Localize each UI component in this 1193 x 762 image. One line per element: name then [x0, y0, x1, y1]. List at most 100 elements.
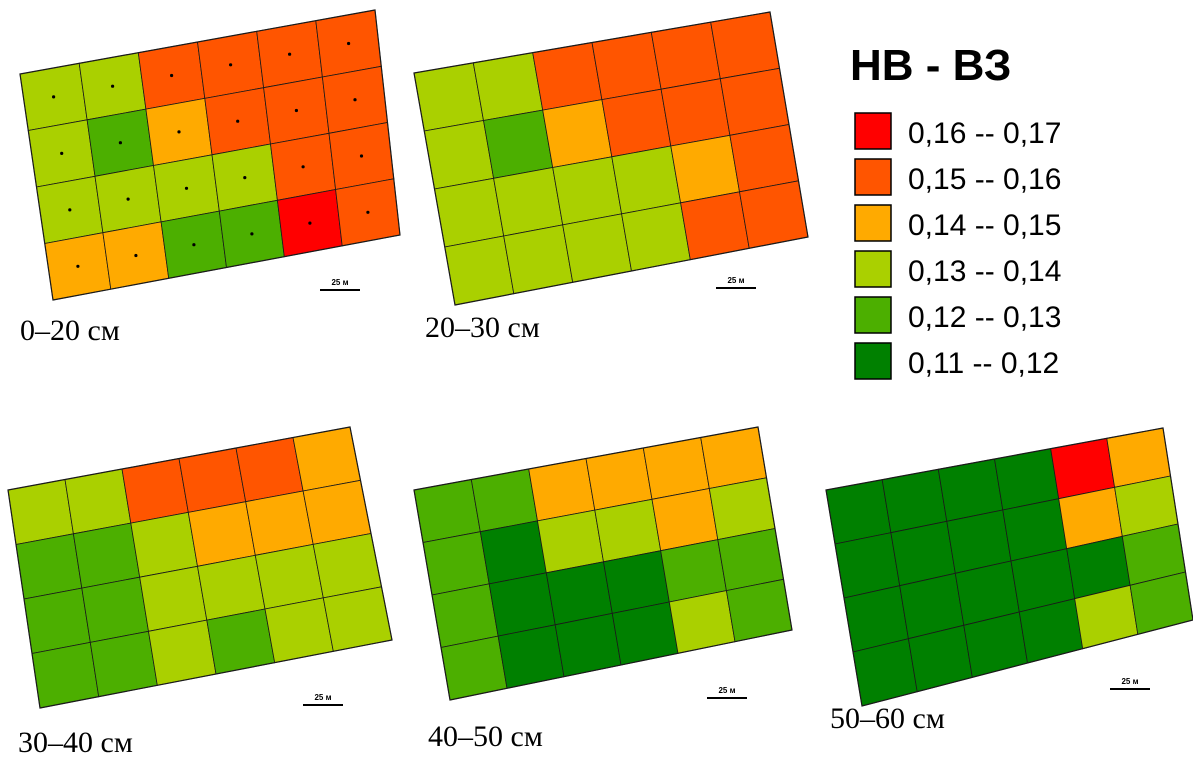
legend-item: 0,16 -- 0,17	[854, 112, 1061, 150]
grid-cell	[562, 213, 632, 283]
grid-cell	[187, 501, 256, 567]
grid-cell	[15, 533, 83, 600]
scale-label: 25 м	[718, 686, 735, 695]
grid-cell	[611, 145, 682, 215]
map-border	[825, 427, 1193, 707]
legend-swatch	[854, 112, 892, 150]
grid-cell	[292, 426, 361, 492]
grid-cell	[719, 67, 790, 136]
grid-cell	[470, 468, 538, 533]
grid-cell	[254, 543, 324, 610]
legend-label: 0,12 -- 0,13	[908, 301, 1061, 334]
legend-swatch	[854, 158, 892, 196]
legend-label: 0,14 -- 0,15	[908, 209, 1061, 242]
grid-cell	[660, 78, 731, 147]
grid-cell	[729, 124, 799, 193]
sample-point	[184, 186, 189, 190]
sample-point	[170, 73, 174, 78]
grid-cell	[650, 21, 721, 90]
grid-cell	[1129, 571, 1193, 635]
sample-point	[353, 98, 357, 102]
legend-label: 0,16 -- 0,17	[908, 117, 1061, 150]
grid-cell	[312, 533, 382, 599]
grid-cell	[552, 156, 623, 226]
map-border	[413, 426, 793, 701]
sample-point	[68, 208, 72, 212]
grid-cell	[121, 458, 189, 524]
sample-point	[250, 232, 254, 236]
grid-cell	[503, 224, 574, 295]
grid-cell	[434, 177, 505, 248]
legend-title: НВ - ВЗ	[850, 41, 1011, 90]
grid-cell	[591, 31, 662, 101]
grid-cell	[302, 479, 372, 545]
map-panel-30-40: 25 м 30–40 см	[7, 426, 393, 759]
grid-cell	[532, 42, 603, 111]
legend-item: 0,15 -- 0,16	[854, 158, 1061, 196]
grid-cell	[680, 191, 750, 261]
sample-point	[177, 130, 181, 134]
depth-caption: 40–50 см	[428, 720, 543, 753]
depth-caption: 30–40 см	[18, 726, 133, 759]
grid-cell	[493, 167, 564, 237]
sample-point	[347, 41, 351, 46]
depth-caption: 20–30 см	[425, 311, 540, 344]
sample-point	[192, 243, 196, 247]
grid-cell	[197, 554, 266, 621]
grid-cell	[64, 468, 132, 535]
grid-cell	[139, 565, 208, 632]
scale-label: 25 м	[727, 276, 744, 285]
legend-item: 0,14 -- 0,15	[854, 204, 1061, 242]
sample-point	[60, 151, 64, 155]
legend-item: 0,12 -- 0,13	[854, 296, 1061, 334]
grid-cell	[413, 62, 484, 132]
legend-label: 0,11 -- 0,12	[908, 347, 1059, 380]
legend-item: 0,11 -- 0,12	[854, 342, 1059, 380]
grid-cell	[423, 120, 495, 190]
grid-cell	[413, 479, 481, 543]
depth-caption: 0–20 см	[20, 314, 120, 347]
map-border	[19, 9, 401, 301]
grid-cell	[245, 490, 314, 556]
map-panel-40-50: 25 м 40–50 см	[413, 426, 793, 753]
grid-cell	[483, 109, 554, 179]
grid-cell	[178, 447, 247, 513]
sample-point	[294, 108, 298, 113]
grid-cell	[601, 88, 672, 158]
grid-cell	[235, 437, 304, 503]
grid-cell	[621, 202, 691, 272]
sample-point	[359, 154, 364, 158]
sample-point	[52, 95, 56, 99]
sample-point	[126, 197, 130, 201]
legend-label: 0,13 -- 0,14	[908, 255, 1061, 288]
sample-point	[288, 52, 292, 56]
grid-cell	[542, 99, 613, 168]
grid-cell	[7, 479, 74, 545]
map-border	[7, 426, 393, 709]
legend-label: 0,15 -- 0,16	[908, 163, 1061, 196]
sample-point	[243, 176, 247, 180]
legend-swatch	[854, 204, 892, 242]
grid-cell	[23, 587, 91, 654]
depth-caption: 50–60 см	[830, 702, 945, 735]
grid-cell	[528, 458, 596, 522]
legend-item: 0,13 -- 0,14	[854, 250, 1061, 288]
grid-cell	[72, 522, 141, 589]
sample-point	[118, 141, 122, 145]
grid-cell	[670, 134, 740, 204]
map-panel-50-60: 25 м 50–60 см	[825, 427, 1193, 735]
sample-point	[76, 264, 80, 268]
map-panel-20-30: 25 м 20–30 см	[413, 11, 809, 344]
sample-point	[301, 165, 305, 169]
grid-cell	[710, 11, 780, 80]
grid-cell	[472, 52, 544, 121]
grid-cell	[81, 576, 149, 643]
scale-label: 25 м	[331, 278, 348, 287]
map-border	[413, 11, 809, 306]
legend-swatch	[854, 250, 892, 288]
legend: НВ - ВЗ 0,16 -- 0,17 0,15 -- 0,16 0,14 -- …	[850, 41, 1061, 380]
map-panel-0-20: 25 м 0–20 см	[19, 9, 401, 347]
grid-cell	[130, 511, 198, 578]
scale-label: 25 м	[1121, 677, 1138, 686]
